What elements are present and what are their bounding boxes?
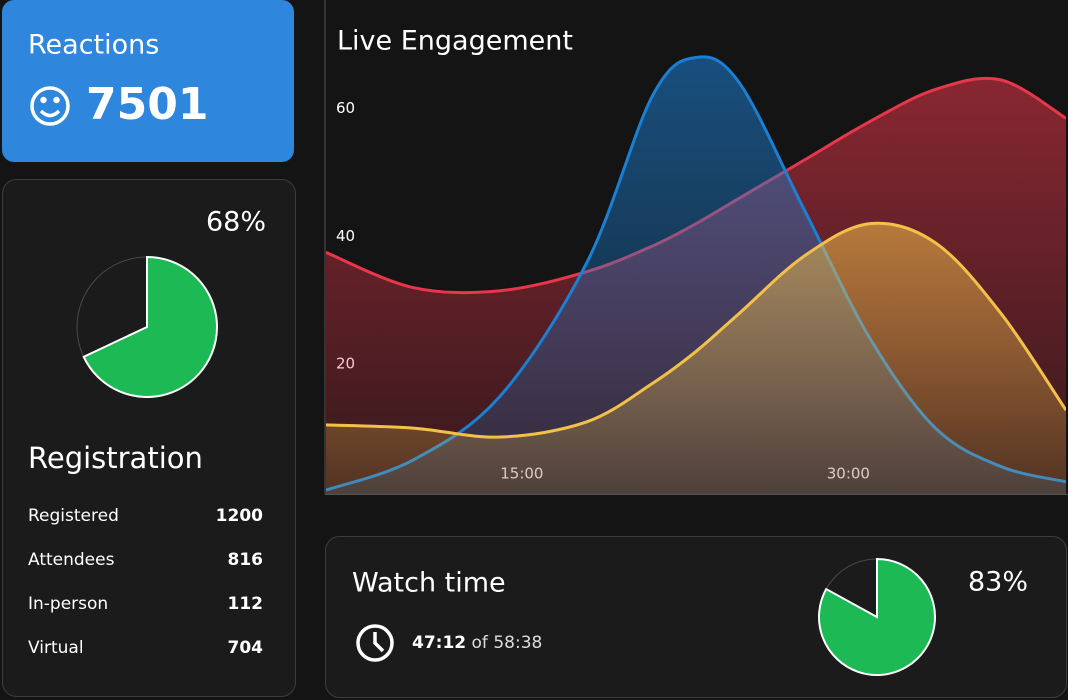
y-tick-label: 60 [336,99,355,117]
reactions-title: Reactions [28,30,159,61]
y-tick-label: 40 [336,227,355,245]
registration-percent: 68% [206,207,266,238]
pie-slice [818,557,936,676]
reactions-value: 7501 [86,79,208,130]
row-value: 816 [228,550,264,570]
pie-slice [82,255,218,398]
row-label: Registered [28,506,119,526]
watch-time-elapsed: 47:12 of 58:38 [412,633,542,653]
clock-icon [356,624,394,662]
area-fill [326,223,1066,494]
row-value: 1200 [216,506,263,526]
chart-title: Live Engagement [337,26,573,57]
watch-time-percent: 83% [968,567,1028,598]
row-label: Virtual [28,638,84,658]
reactions-card [2,0,294,162]
registration-title: Registration [28,441,203,475]
registration-card [2,179,296,697]
smiley-icon [30,86,70,126]
row-label: Attendees [28,550,115,570]
row-label: In-person [28,594,108,614]
elapsed: 47:12 [412,633,466,653]
registration-pie [76,255,218,398]
area-line [326,221,1066,439]
plot-area [326,55,1066,494]
total: 58:38 [493,633,542,653]
row-value: 112 [228,594,264,614]
row-value: 704 [228,638,264,658]
live-engagement-chart: 20406015:0030:00 [326,55,1066,494]
registration-table: Registered 1200 Attendees 816 In-person 112 Vi… [28,506,263,658]
watch-time-pie [818,557,936,676]
watch-time-title: Watch time [352,568,506,599]
of: of [472,633,489,653]
watch-time-card [325,536,1067,698]
